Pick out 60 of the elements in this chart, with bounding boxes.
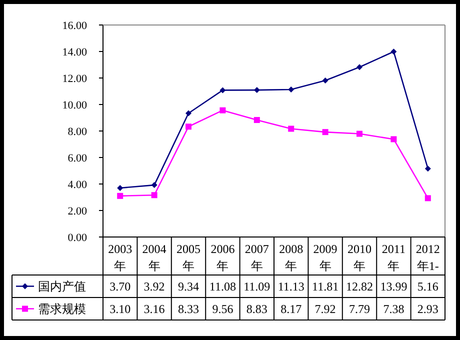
- x-tick-label: 2011年: [382, 242, 406, 273]
- point: [288, 126, 294, 132]
- data-label: 11.08: [209, 279, 236, 294]
- data-label: 13.99: [380, 279, 408, 294]
- x-tick-label: 2003年: [108, 242, 132, 273]
- data-label: 2.93: [417, 302, 438, 316]
- point: [390, 48, 397, 55]
- data-label: 8.17: [280, 302, 302, 316]
- point: [390, 136, 397, 142]
- y-tick-label: 10.00: [62, 100, 88, 112]
- x-tick-label: 2008年: [279, 242, 304, 273]
- x-tick-label: 2009年: [313, 242, 338, 273]
- legend-label: 国内产值: [38, 279, 86, 294]
- x-tick-label: 2006年: [210, 242, 235, 273]
- y-tick-label: 8.00: [68, 126, 88, 138]
- point: [322, 129, 328, 136]
- point: [220, 87, 226, 94]
- point: [151, 182, 158, 188]
- y-tick-label: 4.00: [68, 179, 88, 191]
- point: [356, 64, 362, 70]
- data-label: 3.92: [144, 279, 165, 294]
- x-tick-label: 2007年: [244, 242, 269, 273]
- point: [151, 192, 158, 198]
- point: [356, 130, 362, 137]
- data-label: 3.10: [110, 302, 131, 316]
- data-label: 11.13: [278, 279, 304, 294]
- point: [186, 124, 192, 130]
- point: [424, 166, 431, 172]
- point: [322, 78, 328, 84]
- x-tick-label: 2012年1-: [416, 242, 440, 273]
- x-tick-label: 2005年: [176, 242, 200, 273]
- point: [220, 107, 226, 114]
- data-label: 8.83: [246, 302, 268, 316]
- y-tick-label: 16.00: [62, 20, 88, 32]
- point: [117, 184, 124, 191]
- point: [254, 117, 260, 124]
- data-label: 7.38: [383, 302, 404, 316]
- y-tick-label: 14.00: [62, 46, 88, 58]
- x-tick-label: 2010年: [348, 242, 372, 273]
- data-label: 12.82: [346, 279, 373, 294]
- point: [288, 86, 294, 93]
- y-tick-label: 2.00: [68, 206, 88, 218]
- data-label: 5.16: [417, 279, 438, 294]
- point: [424, 195, 431, 202]
- point: [186, 110, 192, 116]
- y-tick-label: 6.00: [68, 152, 88, 164]
- y-tick-label: 0.00: [68, 232, 88, 244]
- data-label: 7.92: [314, 302, 336, 316]
- data-label: 9.34: [178, 279, 199, 294]
- x-tick-label: 2004年: [142, 242, 166, 273]
- data-label: 3.16: [144, 302, 165, 316]
- y-tick-label: 12.00: [62, 73, 88, 85]
- data-label: 11.81: [312, 279, 339, 294]
- data-label: 9.56: [212, 302, 234, 316]
- data-label: 8.33: [178, 302, 199, 316]
- data-label: 3.70: [110, 279, 131, 294]
- point: [117, 192, 124, 199]
- data-label: 11.09: [244, 279, 270, 294]
- legend-label: 需求规模: [38, 302, 86, 316]
- data-label: 7.79: [349, 302, 370, 316]
